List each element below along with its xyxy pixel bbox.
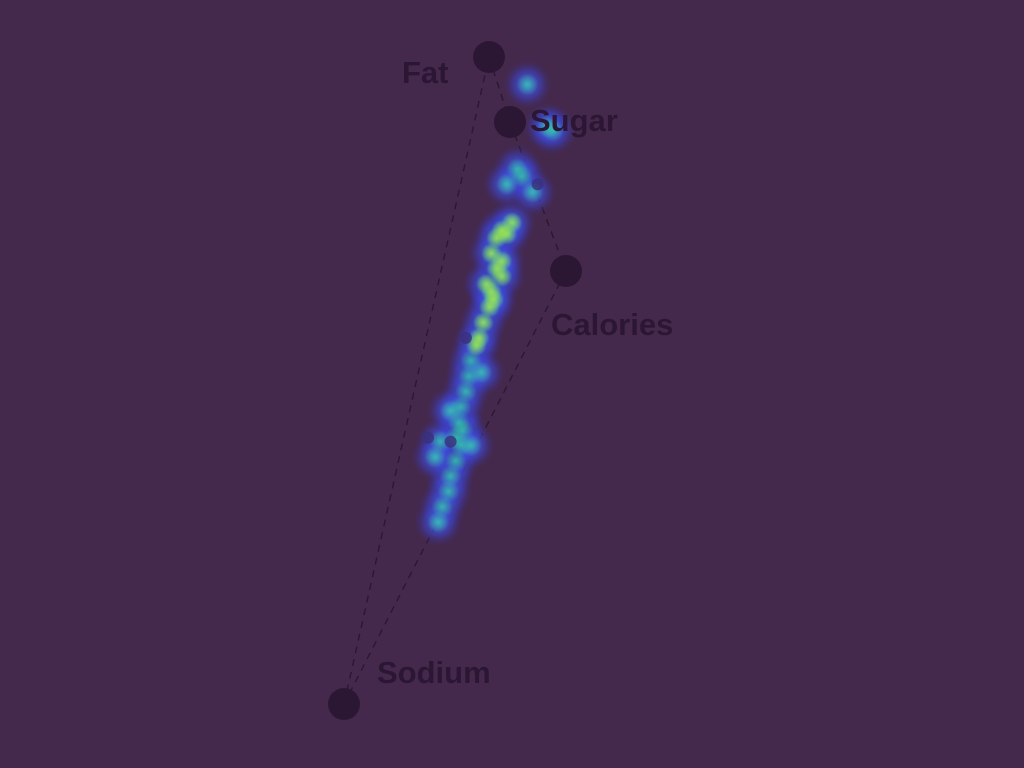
density-core-30 (427, 511, 450, 534)
anchor-sodium: Sodium (328, 655, 491, 720)
density-core-32 (460, 434, 482, 457)
anchor-sodium-label: Sodium (377, 655, 491, 690)
anchor-sugar: Sugar (494, 103, 618, 138)
density-hot-36 (491, 251, 512, 272)
anchor-fat: Fat (402, 41, 505, 90)
outlier-point-1 (459, 331, 472, 344)
density-core-5 (495, 173, 518, 196)
density-core-34 (470, 361, 493, 384)
density-core-39 (439, 399, 462, 422)
anchors: Fat Sugar Calories Sodium (328, 41, 673, 720)
anchor-sugar-dot (494, 106, 526, 138)
anchor-fat-dot (473, 41, 505, 73)
anchor-sodium-dot (328, 688, 360, 720)
density-hot-11 (491, 266, 512, 287)
outlier-point-3 (444, 435, 457, 448)
density-core-0 (516, 73, 539, 96)
outlier-point-2 (422, 431, 434, 444)
anchor-calories-dot (550, 255, 582, 287)
anchor-calories: Calories (550, 255, 673, 342)
density-hot-37 (502, 212, 522, 233)
outlier-point-0 (531, 178, 544, 191)
edge-sodium-fat (343, 56, 490, 705)
anchor-sugar-label: Sugar (530, 103, 618, 138)
density-core-33 (424, 446, 447, 468)
density-core-2 (536, 115, 559, 138)
anchor-fat-label: Fat (402, 55, 449, 90)
density-blobs (411, 60, 577, 547)
edge-calories-sodium (343, 270, 567, 705)
density-hot-35 (483, 289, 504, 310)
density-hot-15 (473, 312, 494, 333)
anchor-calories-label: Calories (551, 307, 673, 342)
